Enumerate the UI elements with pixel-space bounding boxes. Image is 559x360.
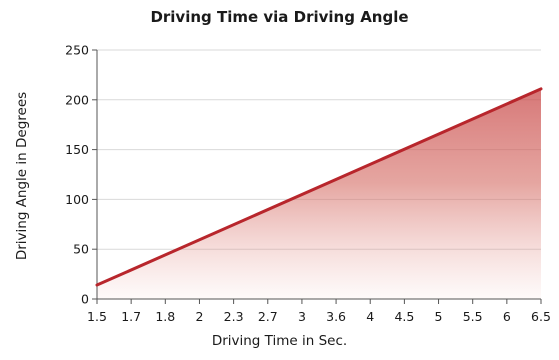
y-tick-label: 150	[65, 142, 89, 157]
y-tick-label: 50	[73, 242, 89, 257]
y-tick-labels: 0 50 100 150 200 250	[65, 43, 89, 307]
x-tick-label: 3	[298, 309, 306, 324]
x-tick-label: 1.5	[87, 309, 107, 324]
x-tick-label: 4.5	[394, 309, 414, 324]
x-tick-label: 2	[195, 309, 203, 324]
x-tick-label: 6	[503, 309, 511, 324]
line-layer	[95, 87, 543, 287]
x-tick-labels: 1.5 1.7 1.8 2 2.3 2.7 3 3.6 4 4.5 5 5.5 6 6.5	[87, 309, 551, 324]
axes	[92, 49, 542, 304]
x-tick-label: 5.5	[463, 309, 483, 324]
series-line	[95, 87, 543, 287]
x-tick-label: 1.7	[121, 309, 141, 324]
x-tick-label: 1.8	[155, 309, 175, 324]
x-tick-label: 3.6	[326, 309, 346, 324]
x-tick-label: 2.7	[258, 309, 278, 324]
series-area	[97, 88, 541, 300]
y-tick-label: 100	[65, 192, 89, 207]
x-tick-label: 6.5	[531, 309, 551, 324]
x-tick-label: 4	[366, 309, 374, 324]
y-tick-label: 250	[65, 43, 89, 58]
area-layer	[97, 88, 541, 300]
x-tick-label: 2.3	[224, 309, 244, 324]
x-tick-label: 5	[435, 309, 443, 324]
y-tick-label: 200	[65, 92, 89, 107]
x-axis-label: Driving Time in Sec.	[211, 333, 348, 349]
y-tick-label: 0	[81, 292, 89, 307]
chart-title: Driving Time via Driving Angle	[150, 8, 409, 26]
